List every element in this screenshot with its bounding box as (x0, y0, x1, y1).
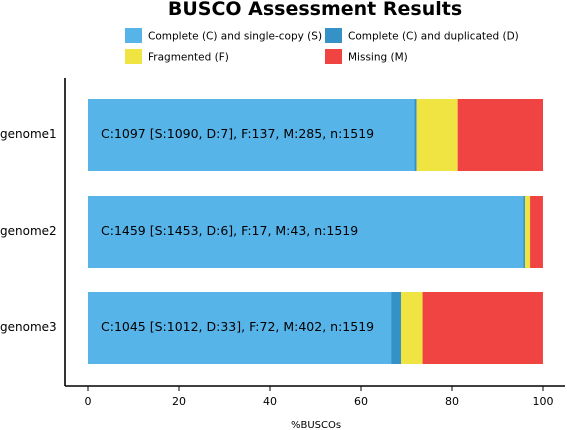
legend-swatch-single-copy (125, 28, 142, 43)
bar-segment-genome2-complete-c-and-single-copy-s (88, 196, 524, 268)
bar-label-genome2: C:1459 [S:1453, D:6], F:17, M:43, n:1519 (101, 223, 358, 238)
bar-segment-genome3-missing-m (422, 292, 543, 364)
x-tick-label-20: 20 (172, 395, 186, 408)
bar-segment-genome1-missing-m (457, 99, 543, 171)
bar-segment-genome1-fragmented-f (416, 99, 458, 171)
bar-segment-genome2-missing-m (530, 196, 543, 268)
x-tick-label-60: 60 (354, 395, 368, 408)
legend-label-single-copy: Complete (C) and single-copy (S) (148, 31, 322, 43)
bar-segment-genome2-complete-c-and-duplicated-d (523, 196, 525, 268)
legend-label-duplicated: Complete (C) and duplicated (D) (348, 31, 519, 43)
legend-label-fragmented: Fragmented (F) (148, 52, 229, 64)
bar-segment-genome3-fragmented-f (400, 292, 423, 364)
x-ticks: 0 20 40 60 80 100 (85, 386, 554, 408)
legend-swatch-duplicated (325, 28, 342, 43)
bar-segment-genome1-complete-c-and-duplicated-d (414, 99, 417, 171)
bar-segment-genome1-complete-c-and-single-copy-s (88, 99, 415, 171)
category-label-genome3: genome3 (0, 320, 57, 334)
bar-label-genome3: C:1045 [S:1012, D:33], F:72, M:402, n:15… (101, 319, 374, 334)
bars (88, 99, 543, 364)
legend-swatch-fragmented (125, 49, 142, 64)
category-label-genome2: genome2 (0, 224, 57, 238)
bar-segment-genome3-complete-c-and-duplicated-d (391, 292, 401, 364)
legend-swatch-missing (325, 49, 342, 64)
chart-title: BUSCO Assessment Results (168, 0, 462, 20)
x-tick-label-100: 100 (533, 395, 554, 408)
legend-label-missing: Missing (M) (348, 52, 408, 64)
x-tick-label-40: 40 (263, 395, 277, 408)
bar-segment-genome3-complete-c-and-single-copy-s (88, 292, 392, 364)
legend: Complete (C) and single-copy (S) Complet… (125, 28, 519, 64)
bar-segment-genome2-fragmented-f (524, 196, 531, 268)
x-tick-label-80: 80 (445, 395, 459, 408)
category-label-genome1: genome1 (0, 127, 57, 141)
x-tick-label-0: 0 (85, 395, 92, 408)
x-axis-label: %BUSCOs (291, 420, 341, 430)
bar-label-genome1: C:1097 [S:1090, D:7], F:137, M:285, n:15… (101, 126, 374, 141)
